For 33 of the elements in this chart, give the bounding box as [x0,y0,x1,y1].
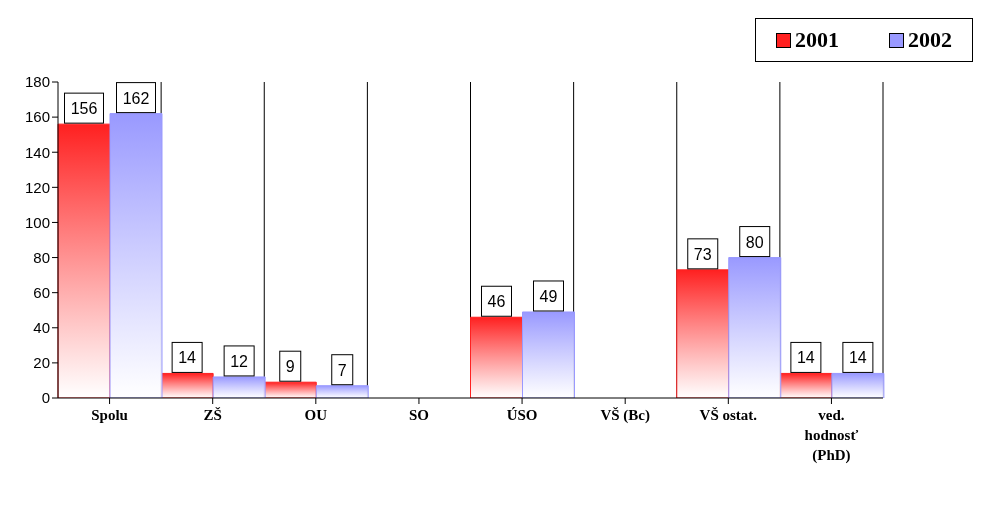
x-tick-label: OU [304,407,328,423]
x-tick-label: ved. hodnosť (PhD) [804,407,859,464]
legend-label: 2001 [794,27,839,53]
bar [315,385,369,398]
y-tick-label: 120 [24,178,50,196]
data-label: 73 [693,245,712,263]
data-label: 80 [745,233,764,251]
data-label: 9 [285,358,295,376]
x-tick-label: Spolu [91,407,128,423]
y-tick-label: 40 [33,319,50,337]
data-label: 14 [178,349,197,367]
data-label: 14 [796,349,815,367]
y-tick-label: 80 [33,248,50,266]
x-tick-label: VŠ ostat. [699,407,758,423]
y-tick-label: 60 [33,283,50,301]
x-tick-label: SO [408,407,429,423]
data-label: 14 [848,349,867,367]
data-label: 12 [230,352,249,370]
y-tick-label: 20 [33,354,50,372]
data-label: 7 [337,361,347,379]
x-tick-label: ÚSO [506,407,538,423]
data-label: 156 [70,100,98,118]
x-tick-label: VŠ (Bc) [600,407,650,424]
y-tick-label: 0 [41,389,50,407]
legend-label: 2002 [907,27,952,53]
y-tick-label: 160 [24,108,50,126]
data-label: 49 [539,287,558,305]
y-tick-label: 140 [24,143,50,161]
y-tick-label: 180 [24,73,50,91]
y-tick-label: 100 [24,213,50,231]
x-tick-label: ZŠ [203,407,222,423]
data-label: 46 [487,293,506,311]
data-label: 162 [122,89,150,107]
